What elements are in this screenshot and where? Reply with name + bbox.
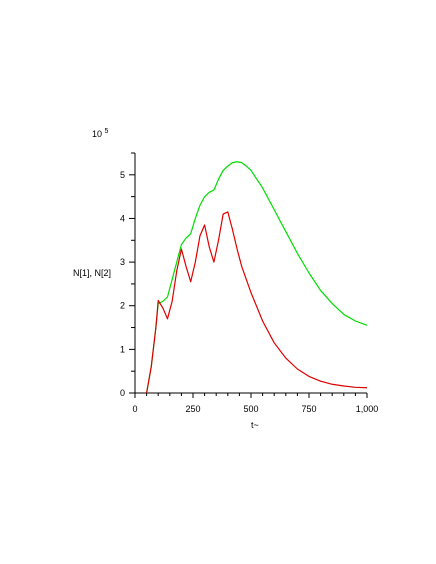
x-axis-label: t~ (251, 420, 259, 430)
y-axis-label: N[1], N[2] (73, 268, 111, 278)
x-tick-label: 750 (301, 404, 316, 414)
y-tick-label: 0 (120, 388, 125, 398)
y-multiplier-base: 10 (92, 129, 102, 139)
y-multiplier-exponent: 5 (105, 128, 109, 135)
chart-ticks: 0 250 500 750 1,000 0 1 2 3 4 5 (120, 152, 379, 414)
y-tick-label: 3 (120, 257, 125, 267)
chart-axes (134, 153, 367, 394)
x-tick-label: 250 (185, 404, 200, 414)
series-line-2 (146, 211, 368, 394)
x-tick-label: 0 (132, 404, 137, 414)
x-tick-label: 1,000 (356, 404, 379, 414)
y-tick-label: 5 (120, 170, 125, 180)
y-tick-label: 1 (120, 344, 125, 354)
series-line-1 (146, 161, 368, 394)
y-tick-label: 2 (120, 301, 125, 311)
chart-series (146, 161, 368, 394)
x-tick-label: 500 (243, 404, 258, 414)
y-tick-label: 4 (120, 213, 125, 223)
y-multiplier: 10 5 (92, 128, 109, 139)
